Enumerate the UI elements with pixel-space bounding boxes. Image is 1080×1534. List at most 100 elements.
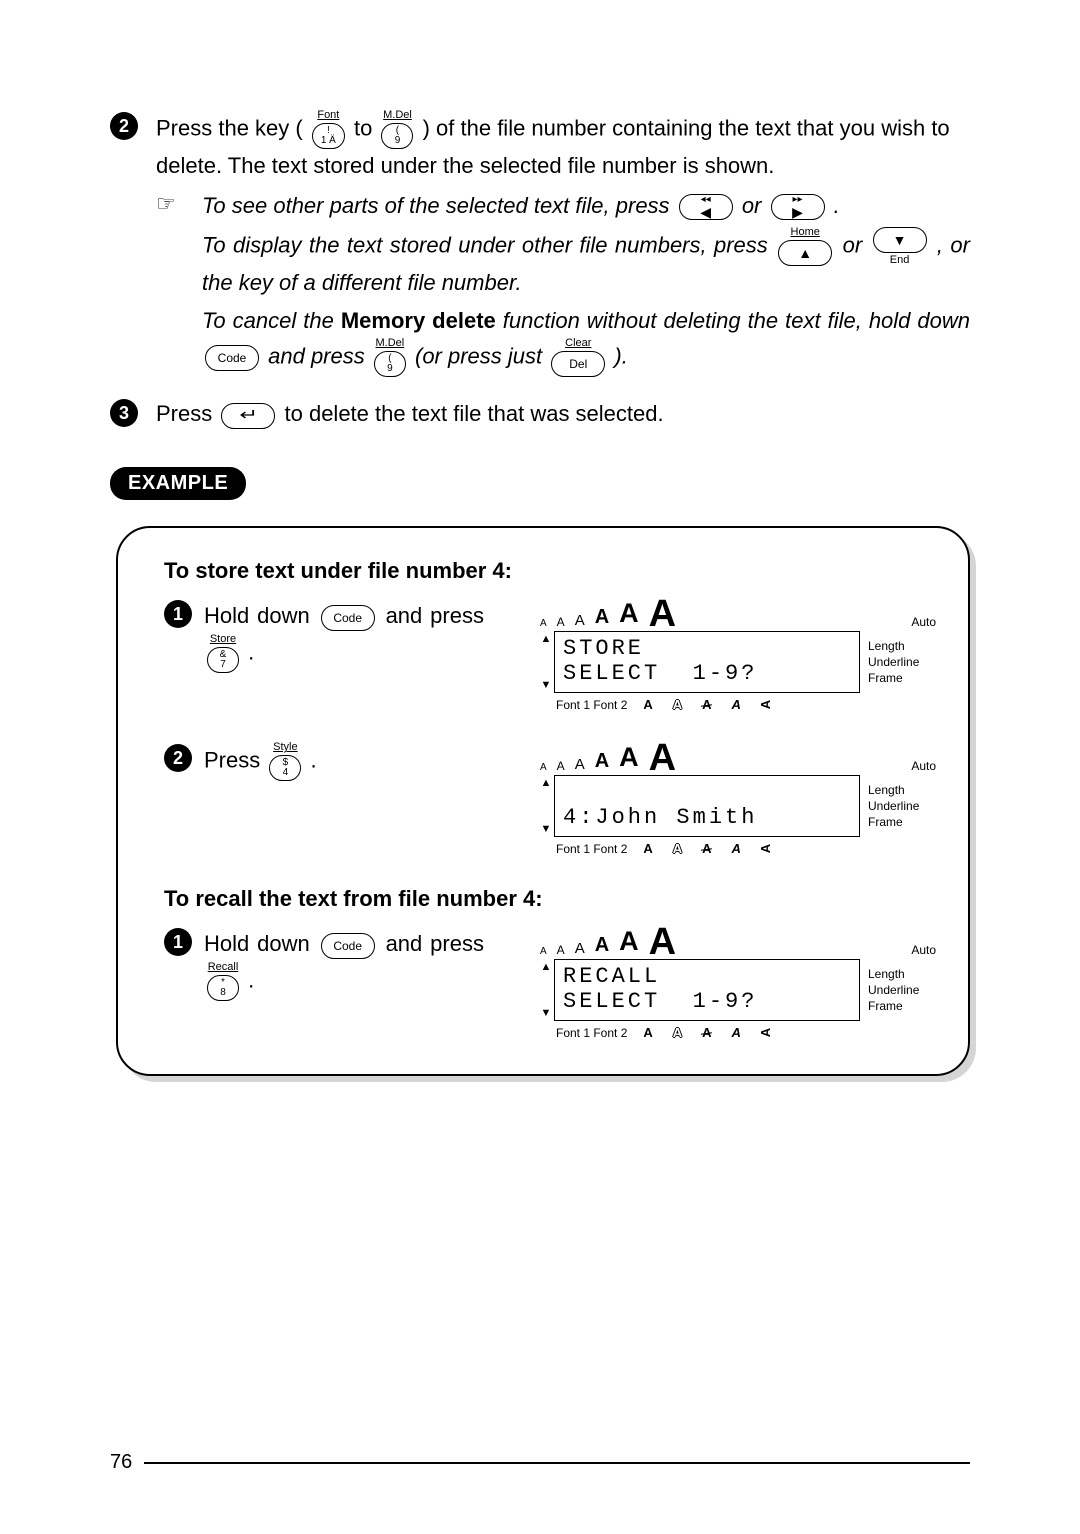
lcd-1-box: STORE SELECT 1-9? <box>554 631 860 693</box>
lcd-3-fonts: Font 1 Font 2 <box>556 1026 627 1040</box>
lcd-1-side: Length Underline Frame <box>860 631 938 693</box>
key-home-oval: ▲ <box>778 240 832 266</box>
panel-row-1-right: AAAAAA Auto ▲▼ STORE SELECT 1-9? Leng <box>484 598 938 712</box>
lcd-1-auto: Auto <box>911 615 936 629</box>
key-return-oval: ↵ <box>221 403 275 429</box>
lcd-1-box-row: ▲▼ STORE SELECT 1-9? Length Underline Fr… <box>538 631 938 693</box>
panel-row-2: 2 Press Style $ 4 . <box>164 742 938 856</box>
lcd-3-styles: A A A A A <box>643 1025 936 1040</box>
step-2-body: Press the key ( Font ! 1 Ä to M.Del ( 9 … <box>156 110 970 183</box>
tip-1-a: To see other parts of the selected text … <box>202 193 670 218</box>
p2-key-top: Style <box>273 742 297 753</box>
tip-2-a: To display the text stored under other f… <box>202 233 768 258</box>
lcd-1-line1: STORE <box>563 636 851 661</box>
p3-key-top: Recall <box>208 962 239 973</box>
p3-a: Hold down <box>204 931 310 956</box>
lcd-3-sizes: AAAAAA <box>540 926 676 957</box>
tip-3: To cancel the Memory delete function wit… <box>202 304 970 377</box>
lcd-2-side: Length Underline Frame <box>860 775 938 837</box>
p3-code: Code <box>321 933 375 959</box>
p1-b: and press <box>386 603 484 628</box>
key-mdel-2-top: M.Del <box>376 338 405 349</box>
key-code-label: Code <box>218 352 247 364</box>
p1-code: Code <box>321 605 375 631</box>
key-left: ◂◂ ◀ <box>679 194 733 220</box>
lcd-2-auto: Auto <box>911 759 936 773</box>
key-home: Home ▲ <box>778 227 832 266</box>
lcd-1-arrows: ▲▼ <box>538 631 554 693</box>
key-1-l2: 1 Ä <box>321 136 336 146</box>
lcd-2-box: 4:John Smith <box>554 775 860 837</box>
key-mdel-2-l2: 9 <box>387 364 393 374</box>
lcd-2-topbar: AAAAAA Auto <box>538 742 938 775</box>
p3-b: and press <box>386 931 484 956</box>
key-2-oval: ( 9 <box>381 123 413 149</box>
step-2: 2 Press the key ( Font ! 1 Ä to M.Del ( … <box>110 110 970 183</box>
footer-rule <box>144 1462 970 1464</box>
panel-heading-1: To store text under file number 4: <box>164 558 938 584</box>
tip-1-body: To see other parts of the selected text … <box>202 189 970 223</box>
p2-key-l2: 4 <box>283 768 289 778</box>
p2-key-oval: $ 4 <box>269 755 301 781</box>
p1-key-top: Store <box>210 634 236 645</box>
p1-code-oval: Code <box>321 605 375 631</box>
step-2-between: to <box>354 115 372 140</box>
key-del: Clear Del <box>551 338 605 377</box>
key-2-l2: 9 <box>395 136 401 146</box>
panel-step-3-body: Hold down Code and press Recall <box>204 926 484 1000</box>
lcd-3: AAAAAA Auto ▲▼ RECALL SELECT 1-9? Len <box>538 926 938 1040</box>
p1-a: Hold down <box>204 603 310 628</box>
p3-key: Recall * 8 <box>207 962 239 1001</box>
lcd-2-box-row: ▲▼ 4:John Smith Length Underline Frame <box>538 775 938 837</box>
panel-row-2-left: 2 Press Style $ 4 . <box>164 742 484 781</box>
key-code: Code <box>205 345 259 371</box>
tip-2: To display the text stored under other f… <box>202 227 970 300</box>
lcd-3-side: Length Underline Frame <box>860 959 938 1021</box>
p3-dot: . <box>248 967 254 992</box>
p3-key-l2: 8 <box>220 988 226 998</box>
key-2-top: M.Del <box>383 110 412 121</box>
p3-code-label: Code <box>333 940 362 952</box>
lcd-3-box: RECALL SELECT 1-9? <box>554 959 860 1021</box>
lcd-2-sizes: AAAAAA <box>540 742 676 773</box>
p2-key: Style $ 4 <box>269 742 301 781</box>
lcd-1-styles: A A A A A <box>643 697 936 712</box>
panel-step-2-body: Press Style $ 4 . <box>204 742 484 781</box>
key-mdel-2-oval: ( 9 <box>374 351 406 377</box>
example-panel: To store text under file number 4: 1 Hol… <box>116 526 970 1076</box>
p3-code-oval: Code <box>321 933 375 959</box>
key-mdel-2: M.Del ( 9 <box>374 338 406 377</box>
tip-3-bold: Memory delete <box>341 308 496 333</box>
page-number: 76 <box>110 1451 132 1474</box>
key-left-oval: ◂◂ ◀ <box>679 194 733 220</box>
panel-row-1: 1 Hold down Code and press <box>164 598 938 712</box>
panel-heading-2: To recall the text from file number 4: <box>164 886 938 912</box>
lcd-1-fonts: Font 1 Font 2 <box>556 698 627 712</box>
key-del-label: Del <box>569 358 587 370</box>
tip-3-b: function without deleting the text file,… <box>503 308 970 333</box>
key-del-top: Clear <box>565 338 591 349</box>
tip-3-close: ). <box>614 344 627 369</box>
lcd-2-arrows: ▲▼ <box>538 775 554 837</box>
key-del-oval: Del <box>551 351 605 377</box>
tip-2-or: or <box>843 233 863 258</box>
tip-1: ☞ To see other parts of the selected tex… <box>156 189 970 223</box>
panel-step-1-body: Hold down Code and press Store <box>204 598 484 672</box>
panel-step-2-marker: 2 <box>164 744 192 772</box>
key-right-arrow: ▶ <box>792 205 803 219</box>
key-home-arrow: ▲ <box>798 246 812 260</box>
lcd-1-sizes: AAAAAA <box>540 598 676 629</box>
key-1-oval: ! 1 Ä <box>312 123 345 149</box>
p3-key-oval: * 8 <box>207 975 239 1001</box>
lcd-3-topbar: AAAAAA Auto <box>538 926 938 959</box>
tip-1-or: or <box>742 193 762 218</box>
lcd-3-box-row: ▲▼ RECALL SELECT 1-9? Length Underline F… <box>538 959 938 1021</box>
tip-3-and: and press <box>268 344 365 369</box>
return-icon: ↵ <box>239 408 258 424</box>
lcd-2-bottombar: Font 1 Font 2 A A A A A <box>538 837 938 856</box>
step-3-a: Press <box>156 401 212 426</box>
key-end-bottom: End <box>890 255 910 266</box>
step-3: 3 Press ↵ to delete the text file that w… <box>110 397 970 431</box>
p2-dot: . <box>311 748 317 773</box>
lcd-3-bottombar: Font 1 Font 2 A A A A A <box>538 1021 938 1040</box>
